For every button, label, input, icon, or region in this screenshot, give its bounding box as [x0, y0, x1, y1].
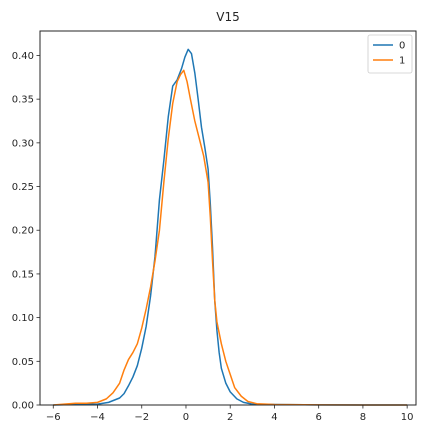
- x-tick-label: 6: [315, 412, 321, 423]
- x-tick-label: −4: [90, 412, 105, 423]
- legend-label-0: 0: [399, 41, 405, 52]
- x-tick-label: −2: [134, 412, 149, 423]
- series-line-0: [53, 48, 408, 406]
- x-tick-label: 2: [227, 412, 233, 423]
- series-line-1: [53, 69, 408, 406]
- x-tick-label: 0: [183, 412, 189, 423]
- x-tick-label: 4: [271, 412, 277, 423]
- x-tick-label: 10: [401, 412, 414, 423]
- legend: 01: [367, 34, 413, 74]
- plot-frame: [39, 30, 417, 406]
- x-tick-label: −6: [46, 412, 61, 423]
- y-tick-label: 0.10: [12, 313, 34, 324]
- y-tick-label: 0.30: [12, 138, 34, 149]
- y-tick-label: 0.40: [12, 51, 34, 62]
- plot-lines: [53, 48, 408, 406]
- y-axis-ticks: 0.00 0.05 0.10 0.15 0.20 0.25 0.30 0.35 0.40: [12, 51, 40, 412]
- legend-box: [367, 34, 413, 74]
- y-tick-label: 0.05: [12, 357, 34, 368]
- x-tick-label: 8: [360, 412, 366, 423]
- x-axis-ticks: −6 −4 −2 0 2 4 6 8 10: [46, 405, 414, 423]
- y-tick-label: 0.15: [12, 269, 34, 280]
- y-tick-label: 0.20: [12, 226, 34, 237]
- y-tick-label: 0.00: [12, 401, 34, 412]
- y-tick-label: 0.25: [12, 182, 34, 193]
- chart-title: V15: [216, 10, 239, 24]
- legend-label-1: 1: [399, 56, 405, 67]
- y-tick-label: 0.35: [12, 95, 34, 106]
